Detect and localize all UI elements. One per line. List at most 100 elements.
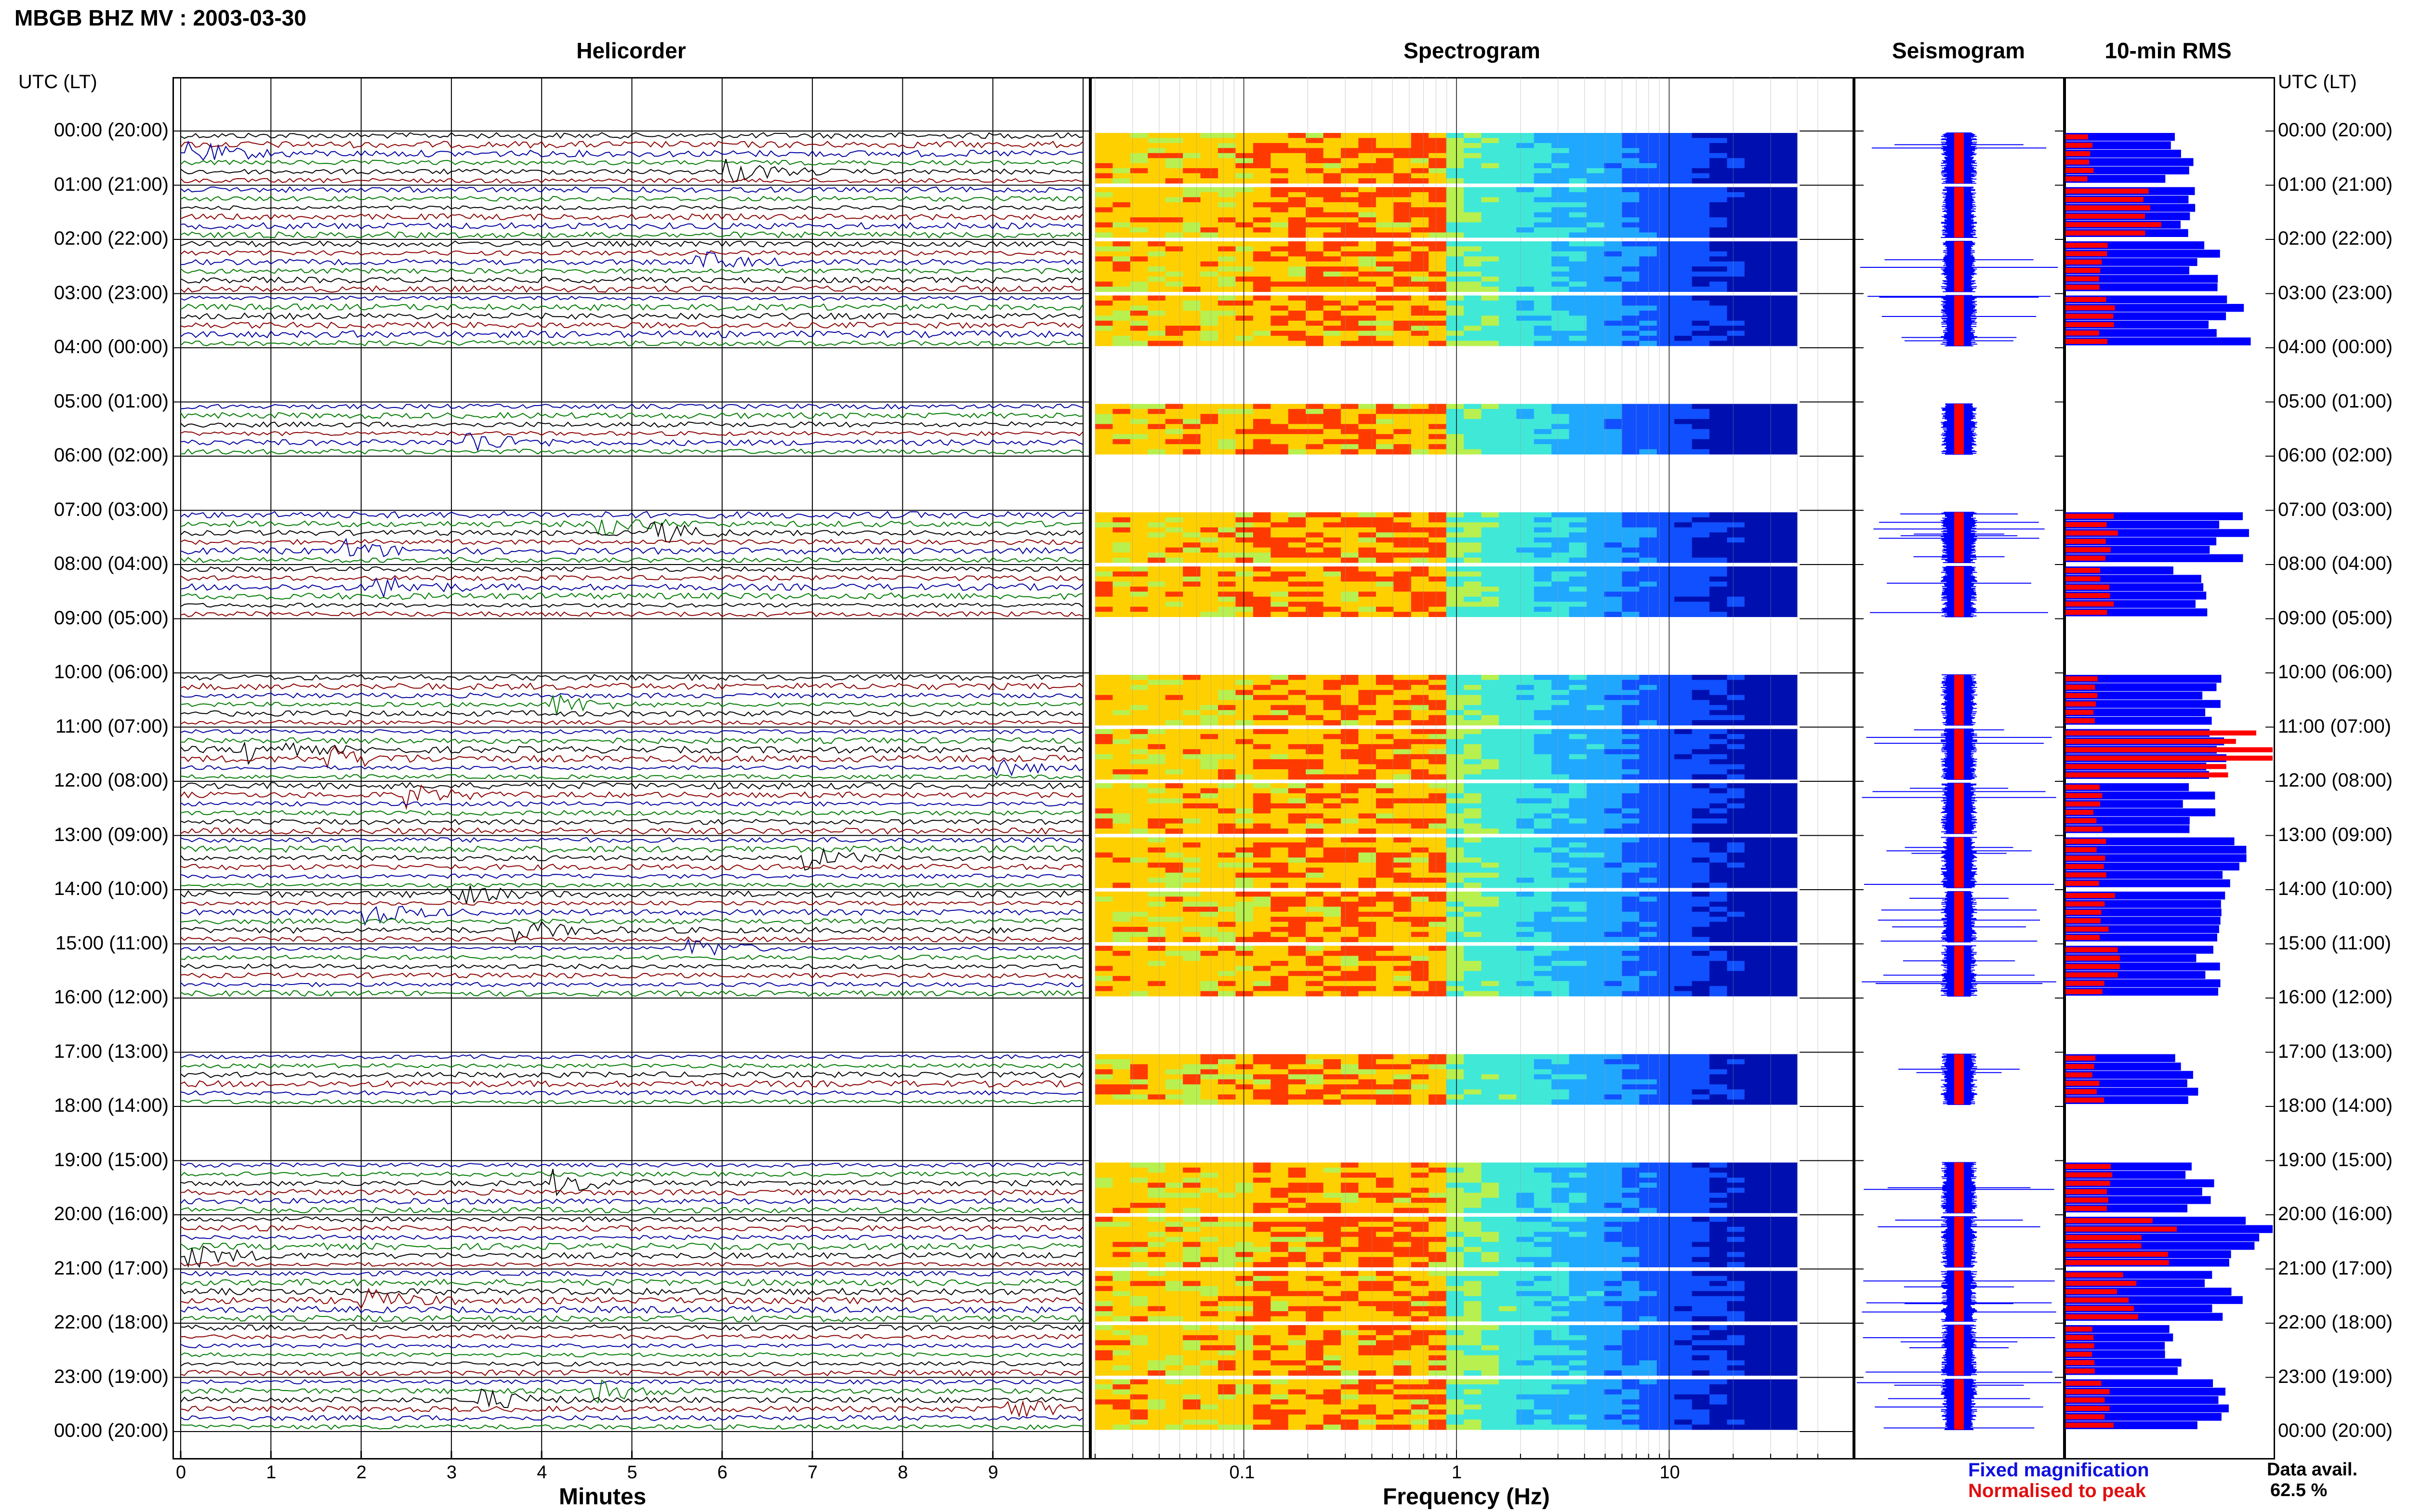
spectrogram-cell xyxy=(1271,251,1289,257)
spectrogram-cell xyxy=(1604,907,1622,912)
spectrogram-cell xyxy=(1692,571,1710,577)
spectrogram-cell xyxy=(1358,764,1377,770)
spectrogram-cell xyxy=(1481,276,1499,282)
spectrogram-cell xyxy=(1376,212,1394,218)
spectrogram-cell xyxy=(1656,571,1675,577)
spectrogram-cell xyxy=(1165,734,1183,739)
spectrogram-cell xyxy=(1323,266,1341,272)
spectrogram-cell xyxy=(1183,813,1201,819)
spectrogram-cell xyxy=(1271,158,1289,164)
spectrogram-cell xyxy=(1148,932,1166,937)
spectrogram-cell xyxy=(1112,847,1131,853)
spectrogram-cell xyxy=(1481,232,1499,238)
spectrogram-cell xyxy=(1639,715,1657,721)
spectrogram-cell xyxy=(1516,759,1535,765)
spectrogram-cell xyxy=(1481,571,1499,577)
spectrogram-cell xyxy=(1744,581,1762,587)
spectrogram-cell xyxy=(1446,336,1464,342)
spectrogram-cell xyxy=(1744,557,1762,563)
spectrogram-cell xyxy=(1393,602,1412,607)
helicorder-trace xyxy=(180,885,1084,904)
spectrogram-cell xyxy=(1323,606,1341,612)
spectrogram-cell xyxy=(1183,921,1201,927)
spectrogram-cell xyxy=(1112,439,1131,445)
spectrogram-cell xyxy=(1621,774,1640,780)
spectrogram-cell xyxy=(1727,596,1745,602)
spectrogram-cell xyxy=(1516,581,1535,587)
spectrogram-cell xyxy=(1569,823,1587,829)
spectrogram-cell xyxy=(1288,927,1306,933)
spectrogram-cell xyxy=(1148,330,1166,336)
spectrogram-cell xyxy=(1358,749,1377,755)
spectrogram-cell xyxy=(1709,852,1727,858)
spectrogram-cell xyxy=(1271,326,1289,331)
spectrogram-cell xyxy=(1569,828,1587,834)
spectrogram-cell xyxy=(1744,852,1762,858)
spectrogram-cell xyxy=(1200,729,1218,735)
spectrogram-cell xyxy=(1656,566,1675,572)
spectrogram-cell xyxy=(1779,532,1798,538)
helicorder-trace xyxy=(180,1234,1084,1240)
spectrogram-cell xyxy=(1516,576,1535,582)
spectrogram-cell xyxy=(1481,310,1499,316)
spectrogram-cell xyxy=(1200,602,1218,607)
hour-label-left: 16:00 (12:00) xyxy=(54,986,169,1008)
spectrogram-cell xyxy=(1183,212,1201,218)
spectrogram-cell xyxy=(1692,842,1710,848)
spectrogram-cell xyxy=(1692,310,1710,316)
spectrogram-cell xyxy=(1148,813,1166,819)
spectrogram-cell xyxy=(1095,173,1113,179)
spectrogram-cell xyxy=(1569,837,1587,843)
spectrogram-cell xyxy=(1674,261,1693,267)
spectrogram-cell xyxy=(1253,276,1271,282)
spectrogram-cell xyxy=(1446,586,1464,592)
spectrogram-cell xyxy=(1481,178,1499,184)
spectrogram-cell xyxy=(1376,878,1394,883)
spectrogram-cell xyxy=(1569,818,1587,824)
spectrogram-cell xyxy=(1779,517,1798,523)
spectrogram-cell xyxy=(1200,148,1218,154)
spectrogram-cell xyxy=(1411,512,1429,518)
spectrogram-cell xyxy=(1621,178,1640,184)
spectrogram-cell xyxy=(1762,316,1780,321)
spectrogram-cell xyxy=(1271,680,1289,685)
spectrogram-cell xyxy=(1709,404,1727,409)
spectrogram-cell xyxy=(1481,246,1499,252)
spectrogram-cell xyxy=(1692,305,1710,311)
spectrogram-cell xyxy=(1429,769,1447,775)
spectrogram-cell xyxy=(1253,872,1271,878)
spectrogram-cell xyxy=(1411,720,1429,725)
spectrogram-cell xyxy=(1692,847,1710,853)
spectrogram-cell xyxy=(1376,153,1394,158)
spectrogram-cell xyxy=(1762,680,1780,685)
spectrogram-cell xyxy=(1692,522,1710,528)
spectrogram-cell xyxy=(1200,552,1218,558)
spectrogram-cell xyxy=(1709,532,1727,538)
spectrogram-cell xyxy=(1498,586,1517,592)
spectrogram-cell xyxy=(1271,217,1289,223)
spectrogram-cell xyxy=(1464,868,1482,873)
spectrogram-cell xyxy=(1183,217,1201,223)
spectrogram-cell xyxy=(1393,542,1412,548)
spectrogram-cell xyxy=(1446,522,1464,528)
spectrogram-cell xyxy=(1358,241,1377,247)
spectrogram-cell xyxy=(1148,690,1166,696)
spectrogram-cell xyxy=(1516,907,1535,912)
spectrogram-cell xyxy=(1200,715,1218,721)
spectrogram-cell xyxy=(1534,581,1552,587)
spectrogram-cell xyxy=(1727,227,1745,233)
spectrogram-cell xyxy=(1639,320,1657,326)
spectrogram-cell xyxy=(1393,783,1412,789)
spectrogram-cell xyxy=(1516,227,1535,233)
spectrogram-cell xyxy=(1498,882,1517,888)
spectrogram-cell xyxy=(1271,788,1289,794)
spectrogram-cell xyxy=(1639,138,1657,144)
spectrogram-cell xyxy=(1148,138,1166,144)
spectrogram-cell xyxy=(1692,769,1710,775)
spectrogram-cell xyxy=(1656,552,1675,558)
spectrogram-cell xyxy=(1095,862,1113,868)
spectrogram-cell xyxy=(1762,202,1780,208)
helicorder-trace xyxy=(180,882,1084,888)
spectrogram-cell xyxy=(1481,133,1499,138)
spectrogram-cell xyxy=(1534,754,1552,760)
